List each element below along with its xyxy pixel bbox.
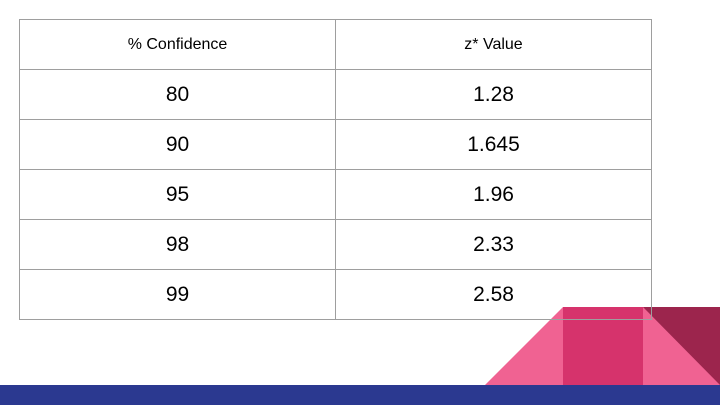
z-value-cell: 1.645 — [335, 119, 652, 170]
maroon-triangle-shape — [643, 307, 720, 385]
header-confidence: % Confidence — [19, 19, 336, 70]
confidence-cell: 90 — [19, 119, 336, 170]
confidence-cell: 80 — [19, 69, 336, 120]
z-value-cell: 1.28 — [335, 69, 652, 120]
confidence-cell: 98 — [19, 219, 336, 270]
table-row: 95 1.96 — [19, 169, 652, 220]
z-value-cell: 2.58 — [335, 269, 652, 320]
z-value-cell: 1.96 — [335, 169, 652, 220]
table-row: 99 2.58 — [19, 269, 652, 320]
header-z-value: z* Value — [335, 19, 652, 70]
table-header-row: % Confidence z* Value — [19, 19, 652, 70]
z-value-cell: 2.33 — [335, 219, 652, 270]
confidence-cell: 99 — [19, 269, 336, 320]
table-row: 80 1.28 — [19, 69, 652, 120]
z-value-table: % Confidence z* Value 80 1.28 90 1.645 9… — [19, 19, 652, 320]
footer-bar — [0, 385, 720, 405]
table-row: 90 1.645 — [19, 119, 652, 170]
confidence-cell: 95 — [19, 169, 336, 220]
table-row: 98 2.33 — [19, 219, 652, 270]
magenta-square-shape — [563, 307, 643, 385]
